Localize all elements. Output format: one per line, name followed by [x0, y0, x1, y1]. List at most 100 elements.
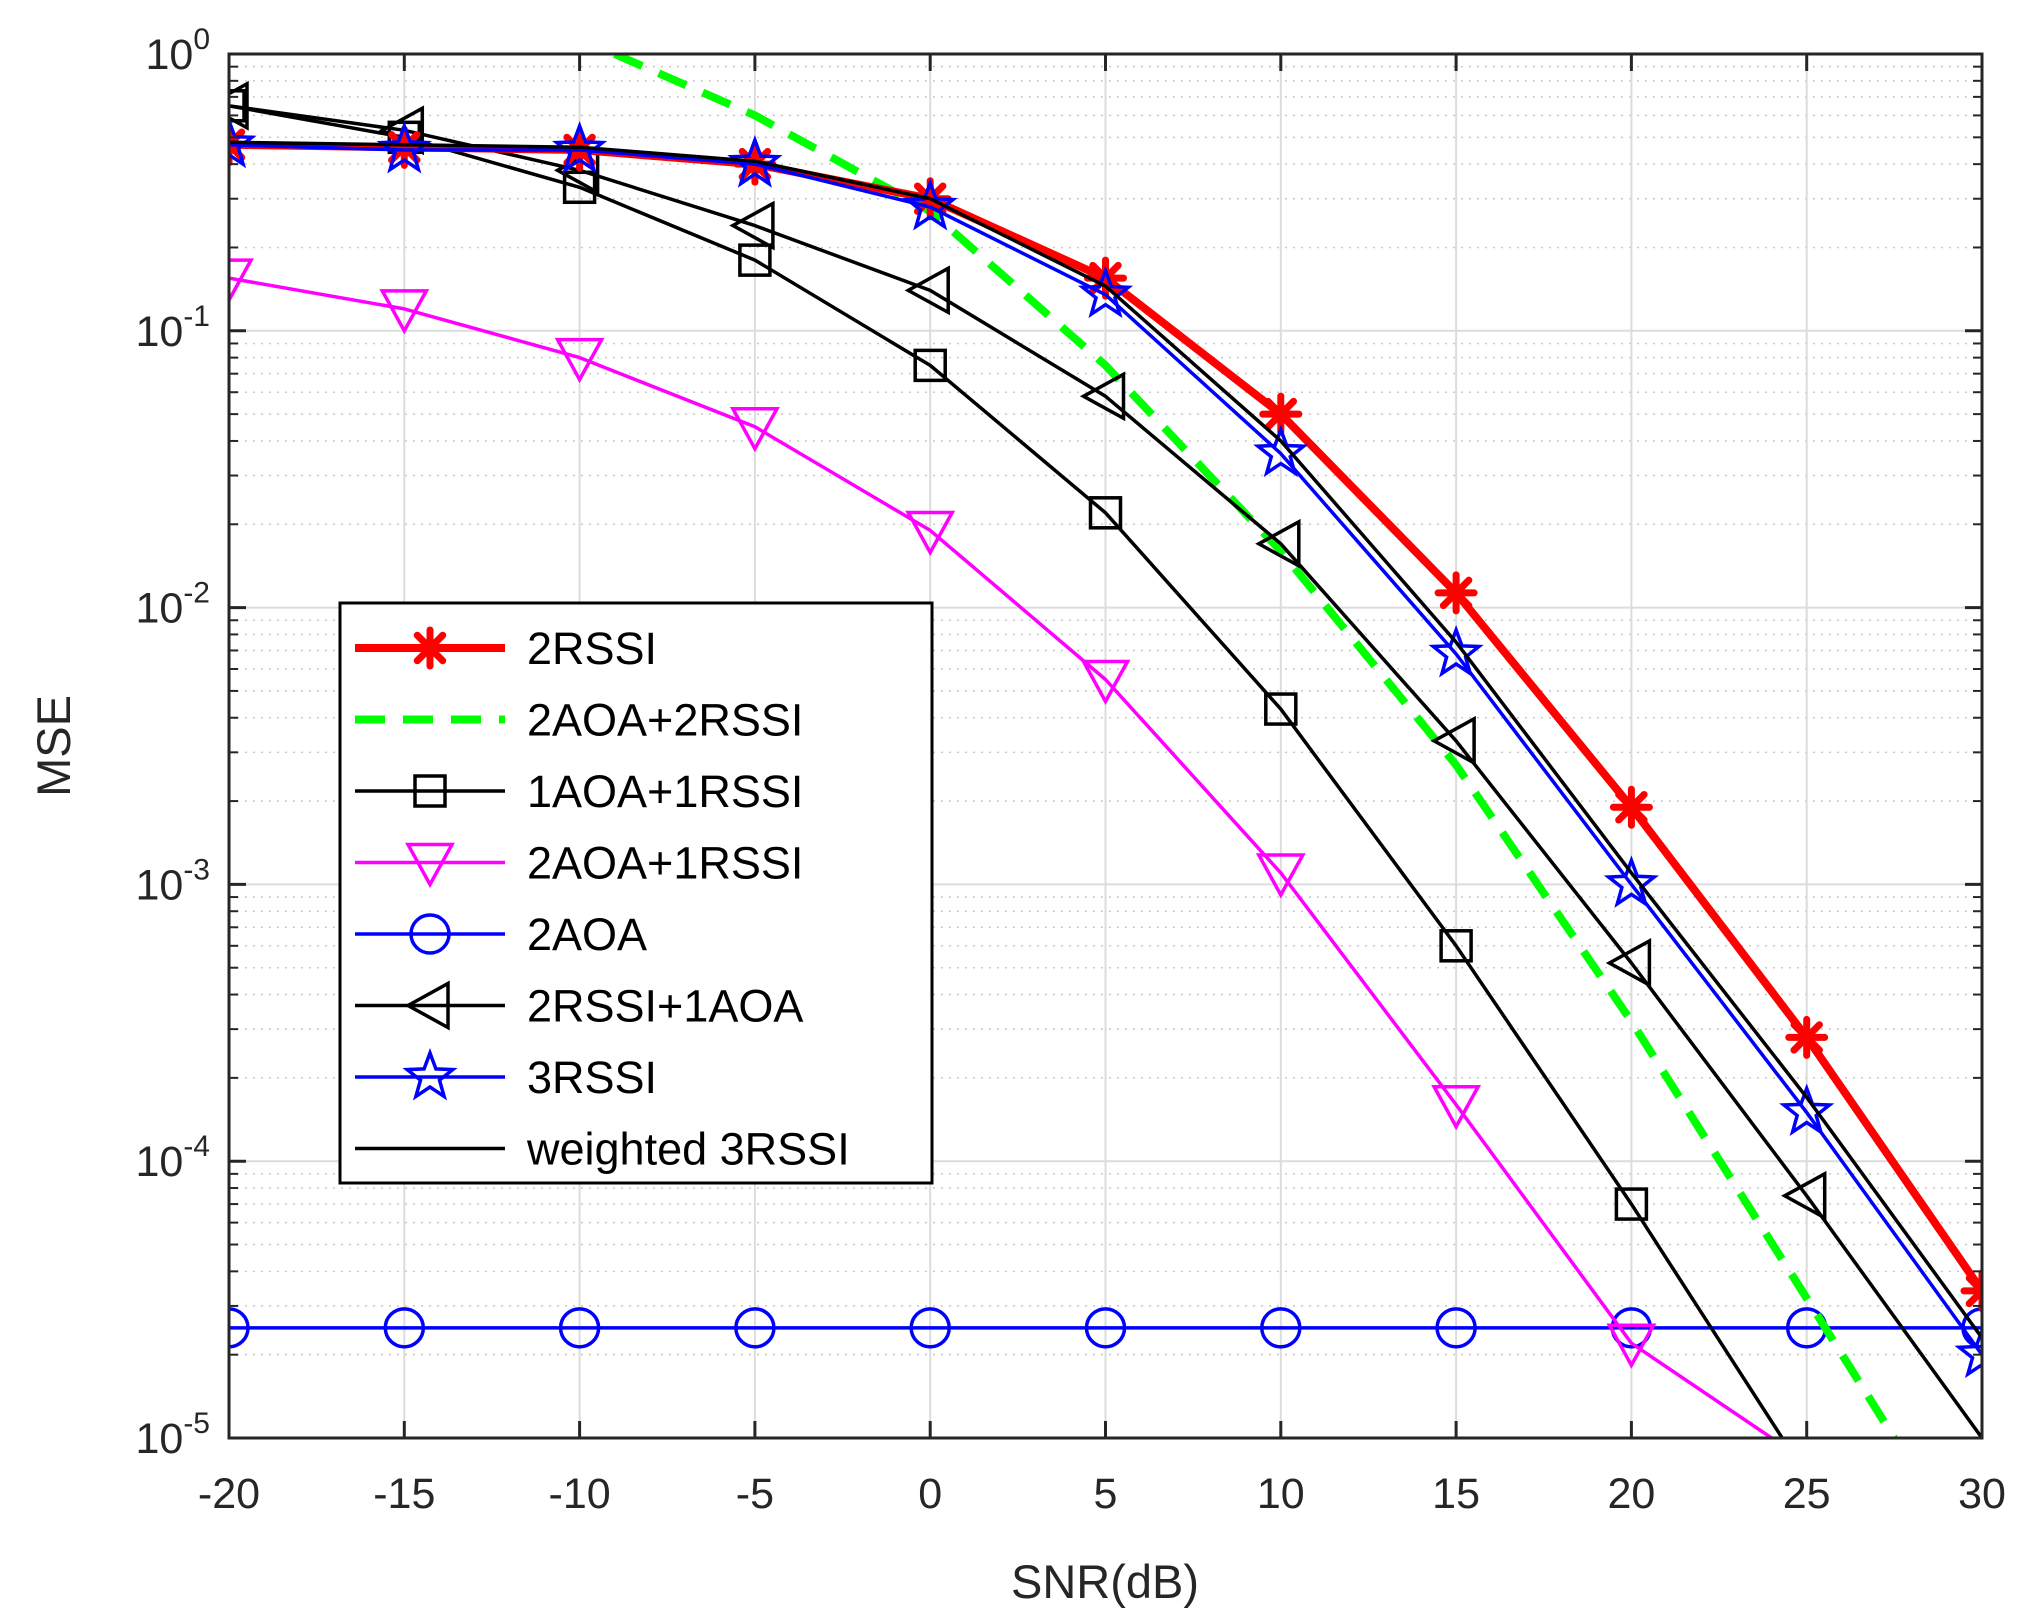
- series-3rssi: [229, 115, 1982, 1379]
- x-tick-label: 20: [1607, 1470, 1655, 1518]
- star-marker: [376, 120, 432, 174]
- square-marker: [913, 348, 947, 383]
- triangle-left-marker: [1255, 518, 1301, 569]
- triangle-down-marker: [405, 842, 455, 889]
- y-axis-label: MSE: [27, 695, 80, 797]
- square-marker: [1439, 929, 1473, 963]
- triangle-left-marker: [229, 80, 249, 131]
- legend-entry: 2RSSI: [355, 623, 657, 674]
- triangle-left-marker: [1430, 715, 1476, 766]
- axis-ticks: [227, 52, 1984, 1440]
- square-marker: [738, 243, 772, 277]
- triangle-down-marker: [1431, 1084, 1482, 1131]
- triangle-down-marker: [1606, 1323, 1657, 1369]
- y-tick-base: 10: [135, 308, 183, 356]
- y-tick-label: 10-3: [135, 853, 210, 909]
- circle-marker: [734, 1307, 776, 1349]
- x-tick-label: -10: [549, 1470, 611, 1518]
- square-marker: [413, 774, 447, 808]
- legend-label: 2AOA: [527, 909, 647, 960]
- legend-entry: 2AOA+1RSSI: [355, 838, 803, 889]
- star-marker: [1428, 624, 1484, 678]
- x-axis-label: SNR(dB): [1011, 1555, 1199, 1608]
- triangle-down-marker: [229, 258, 254, 304]
- series-line: [613, 54, 1898, 1438]
- circle-marker: [383, 1307, 426, 1349]
- legend-label: 2AOA+2RSSI: [527, 695, 803, 746]
- circle-marker: [1260, 1307, 1302, 1349]
- triangle-left-marker: [904, 265, 950, 316]
- y-tick-exponent: -3: [183, 853, 210, 886]
- legend-entry: 2AOA+2RSSI: [355, 695, 803, 746]
- asterisk-stroke: [1264, 397, 1298, 431]
- x-tick-labels: -20 -15 -10 -5 0 5 10 15 20 25 30: [198, 1470, 2006, 1518]
- square-marker: [1614, 1187, 1649, 1221]
- x-tick-label: 25: [1783, 1470, 1831, 1518]
- x-tick-label: -20: [198, 1470, 260, 1518]
- asterisk-stroke: [413, 631, 447, 665]
- circle-marker: [1084, 1307, 1127, 1349]
- star-marker: [1954, 1325, 1982, 1379]
- legend-label: 2AOA+1RSSI: [527, 838, 803, 889]
- legend-entry: 1AOA+1RSSI: [355, 766, 803, 817]
- star-marker: [402, 1047, 458, 1101]
- legend-entry: 2AOA: [355, 909, 647, 960]
- series-2aoa-2rssi: [613, 54, 1898, 1438]
- asterisk-stroke: [1615, 791, 1648, 824]
- asterisk-stroke: [1439, 576, 1473, 610]
- asterisk-marker: [1785, 1015, 1829, 1059]
- triangle-down-marker: [729, 407, 780, 453]
- star-marker: [1253, 424, 1309, 478]
- star-marker: [552, 120, 608, 174]
- x-tick-label: 0: [918, 1470, 942, 1518]
- asterisk-marker: [1960, 1269, 1982, 1313]
- legend-box: [338, 601, 934, 1185]
- asterisk-marker: [1434, 571, 1478, 615]
- legend: 2RSSI 2AOA+2RSSI 1AOA+1RSSI 2AOA+1RSSI 2AOA 2…: [338, 601, 934, 1185]
- series-line: [229, 104, 1784, 1438]
- legend-entry: 2RSSI+1AOA: [355, 981, 803, 1032]
- series-weighted-3rssi: [229, 140, 1982, 1339]
- asterisk-stroke: [1965, 1274, 1982, 1296]
- y-tick-label: 10-2: [135, 577, 210, 633]
- star-marker: [1779, 1083, 1835, 1136]
- star-marker: [1077, 265, 1134, 319]
- square-marker: [229, 89, 246, 123]
- y-tick-base: 10: [145, 31, 193, 79]
- square-marker: [1264, 692, 1298, 726]
- triangle-left-marker: [729, 200, 775, 251]
- asterisk-stroke: [1965, 1285, 1982, 1308]
- legend-entry: 3RSSI: [355, 1047, 657, 1103]
- legend-label: 1AOA+1RSSI: [527, 766, 803, 817]
- x-tick-label: 15: [1432, 1470, 1480, 1518]
- series-2aoa-1rssi: [229, 258, 1773, 1438]
- triangle-down-marker: [379, 289, 430, 335]
- x-tick-label: 5: [1094, 1470, 1118, 1518]
- series-line: [229, 276, 1773, 1438]
- legend-label: 2RSSI+1AOA: [527, 981, 803, 1032]
- y-tick-label: 100: [145, 23, 210, 79]
- triangle-left-marker: [404, 980, 450, 1031]
- triangle-down-marker: [905, 510, 956, 557]
- triangle-left-marker: [1079, 371, 1126, 422]
- star-marker: [727, 135, 783, 188]
- asterisk-marker: [1259, 392, 1303, 436]
- circle-marker: [229, 1307, 250, 1349]
- y-tick-label: 10-5: [135, 1407, 210, 1463]
- legend-label: 3RSSI: [527, 1052, 657, 1103]
- triangle-down-marker: [554, 337, 605, 384]
- y-tick-label: 10-4: [135, 1130, 210, 1186]
- legend-entry: weighted 3RSSI: [355, 1124, 850, 1175]
- y-tick-exponent: -5: [183, 1407, 210, 1440]
- triangle-down-marker: [1080, 659, 1131, 706]
- y-tick-exponent: -2: [183, 577, 210, 610]
- y-tick-base: 10: [135, 861, 183, 909]
- legend-label: weighted 3RSSI: [526, 1124, 850, 1175]
- square-marker: [562, 170, 597, 205]
- x-tick-label: -15: [373, 1470, 435, 1518]
- circle-marker: [909, 1307, 951, 1349]
- x-tick-label: 10: [1257, 1470, 1305, 1518]
- series-line: [229, 143, 1982, 1356]
- star-marker: [902, 177, 958, 231]
